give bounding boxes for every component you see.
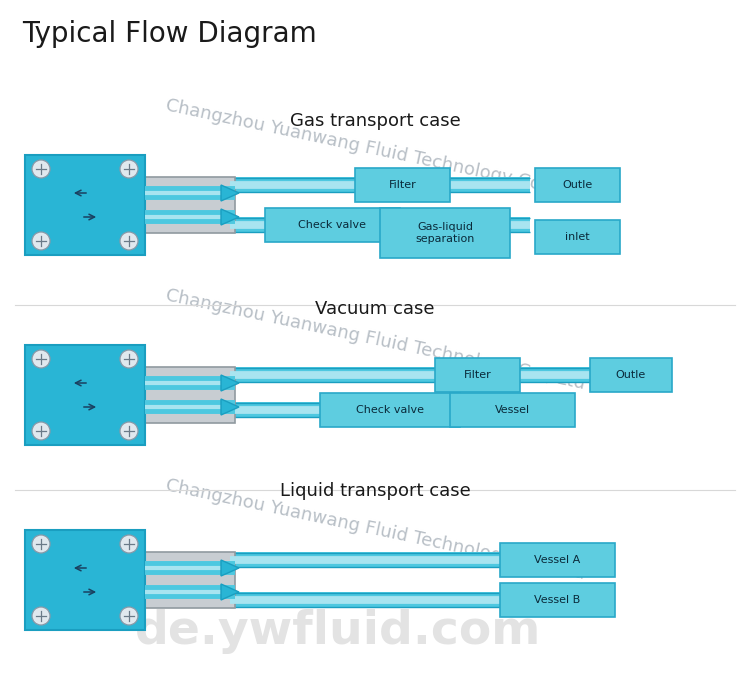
Circle shape [32,350,50,368]
FancyBboxPatch shape [265,208,400,242]
Text: Vacuum case: Vacuum case [315,300,435,318]
Circle shape [32,535,50,553]
Circle shape [120,232,138,250]
FancyBboxPatch shape [145,367,235,423]
Circle shape [32,422,50,440]
Text: Check valve: Check valve [356,405,424,415]
Polygon shape [221,209,239,225]
Circle shape [32,160,50,178]
FancyBboxPatch shape [500,543,615,577]
FancyBboxPatch shape [25,345,145,445]
FancyBboxPatch shape [355,168,450,202]
Circle shape [120,422,138,440]
Text: Typical Flow Diagram: Typical Flow Diagram [22,20,316,48]
FancyBboxPatch shape [25,155,145,255]
Text: Filter: Filter [388,180,416,190]
Circle shape [32,232,50,250]
Circle shape [120,350,138,368]
FancyBboxPatch shape [500,583,615,617]
Text: Liquid transport case: Liquid transport case [280,482,470,500]
Text: Outle: Outle [616,370,646,380]
FancyBboxPatch shape [230,217,275,233]
FancyBboxPatch shape [400,217,530,233]
FancyBboxPatch shape [535,220,620,254]
FancyBboxPatch shape [230,367,440,383]
FancyBboxPatch shape [440,177,530,193]
Polygon shape [221,185,239,201]
Text: Vessel: Vessel [495,405,530,415]
Circle shape [32,607,50,625]
FancyBboxPatch shape [320,393,460,427]
FancyBboxPatch shape [450,393,575,427]
Text: Gas-liquid
separation: Gas-liquid separation [416,222,475,244]
Text: inlet: inlet [566,232,590,242]
Polygon shape [221,560,239,576]
FancyBboxPatch shape [455,402,570,418]
Text: Gas transport case: Gas transport case [290,112,460,130]
FancyBboxPatch shape [230,402,330,418]
FancyBboxPatch shape [145,177,235,233]
FancyBboxPatch shape [380,208,510,258]
Text: Check valve: Check valve [298,220,367,230]
Text: Filter: Filter [464,370,491,380]
FancyBboxPatch shape [230,592,510,608]
Text: Changzhou Yuanwang Fluid Technology Co., Ltd: Changzhou Yuanwang Fluid Technology Co.,… [164,476,586,583]
Text: Changzhou Yuanwang Fluid Technology Co., Ltd: Changzhou Yuanwang Fluid Technology Co.,… [164,96,586,203]
Text: Outle: Outle [562,180,592,190]
FancyBboxPatch shape [145,552,235,608]
Circle shape [120,607,138,625]
Text: Vessel B: Vessel B [534,595,580,605]
Text: Vessel A: Vessel A [534,555,580,565]
Polygon shape [221,375,239,391]
FancyBboxPatch shape [510,367,600,383]
Polygon shape [221,584,239,600]
FancyBboxPatch shape [25,530,145,630]
Text: de.ywfluid.com: de.ywfluid.com [135,609,542,654]
FancyBboxPatch shape [435,358,520,392]
Circle shape [120,535,138,553]
FancyBboxPatch shape [230,177,365,193]
FancyBboxPatch shape [590,358,672,392]
FancyBboxPatch shape [230,552,510,568]
Circle shape [120,160,138,178]
FancyBboxPatch shape [535,168,620,202]
Text: Changzhou Yuanwang Fluid Technology Co., Ltd: Changzhou Yuanwang Fluid Technology Co.,… [164,286,586,393]
Polygon shape [221,399,239,415]
